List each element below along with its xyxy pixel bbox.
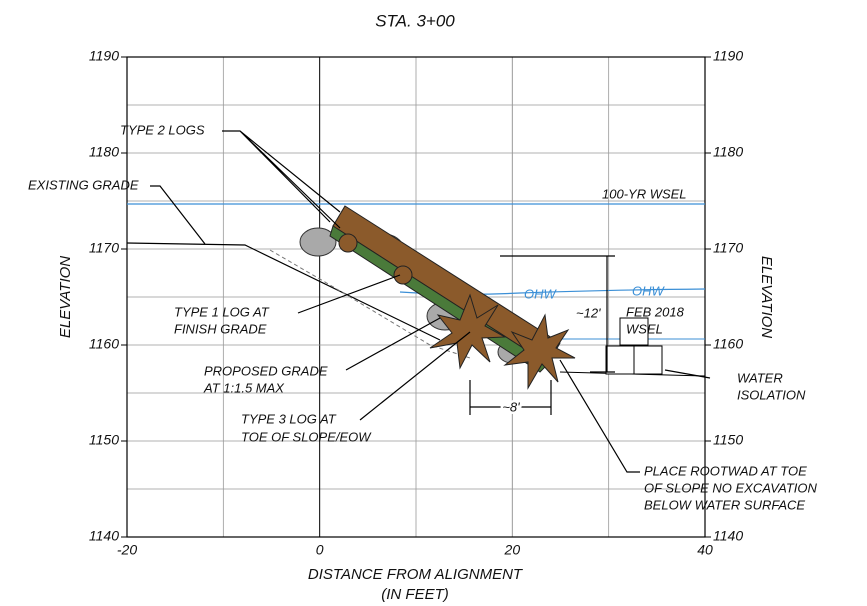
y-tick-label: 1140 xyxy=(89,528,119,544)
note: OF SLOPE NO EXCAVATION xyxy=(644,480,818,495)
y2-tick-label: 1180 xyxy=(713,144,743,160)
note: TOE OF SLOPE/EOW xyxy=(241,429,372,444)
y2-tick-label: 1160 xyxy=(713,336,743,352)
leader xyxy=(222,131,340,228)
note: TYPE 1 LOG AT xyxy=(174,304,270,319)
isolation-box xyxy=(634,346,662,374)
y2-tick-label: 1140 xyxy=(713,528,743,544)
note: PROPOSED GRADE xyxy=(204,363,328,378)
y-tick-label: 1170 xyxy=(89,240,119,256)
note: EXISTING GRADE xyxy=(28,177,139,192)
leader xyxy=(560,360,640,472)
y-tick-label: 1180 xyxy=(89,144,119,160)
y-tick-label: 1150 xyxy=(89,432,119,448)
note: WSEL xyxy=(626,321,663,336)
type1-log xyxy=(394,266,412,284)
note: 100-YR WSEL xyxy=(602,186,687,201)
x-tick-label: 20 xyxy=(504,542,521,558)
title: STA. 3+00 xyxy=(375,11,455,30)
leader xyxy=(346,318,440,370)
note: TYPE 2 LOGS xyxy=(120,122,205,137)
y-tick-label: 1190 xyxy=(89,48,119,64)
type1-log xyxy=(339,234,357,252)
leader xyxy=(150,186,205,244)
ohw-label: OHW xyxy=(632,283,666,298)
y2-tick-label: 1170 xyxy=(713,240,743,256)
note: FINISH GRADE xyxy=(174,321,267,336)
note: TYPE 3 LOG AT xyxy=(241,411,337,426)
y2-axis-label: ELEVATION xyxy=(758,256,775,338)
y-axis-label: ELEVATION xyxy=(57,256,74,338)
log-green xyxy=(330,226,548,372)
note: WATER xyxy=(737,370,783,385)
y-tick-label: 1160 xyxy=(89,336,119,352)
leader xyxy=(665,370,710,378)
x-tick-label: -20 xyxy=(117,542,137,558)
ohw-label: OHW xyxy=(524,286,558,301)
y2-tick-label: 1150 xyxy=(713,432,743,448)
note: BELOW WATER SURFACE xyxy=(644,497,805,512)
note: ISOLATION xyxy=(737,387,806,402)
section-drawing: STA. 3+00 DISTANCE FROM ALIGNMENT (IN FE… xyxy=(0,0,867,606)
dim-label: ~8' xyxy=(502,399,520,414)
x-axis-sublabel: (IN FEET) xyxy=(381,586,449,603)
note: AT 1:1.5 MAX xyxy=(203,380,285,395)
boulder xyxy=(300,228,336,256)
note: PLACE ROOTWAD AT TOE xyxy=(644,463,807,478)
dim-label: ~12' xyxy=(576,305,601,320)
leader xyxy=(298,275,400,313)
y2-tick-label: 1190 xyxy=(713,48,743,64)
isolation-box xyxy=(606,346,634,374)
x-tick-label: 0 xyxy=(316,542,324,558)
x-tick-label: 40 xyxy=(697,542,713,558)
x-axis-label: DISTANCE FROM ALIGNMENT xyxy=(308,566,524,583)
note: FEB 2018 xyxy=(626,304,685,319)
